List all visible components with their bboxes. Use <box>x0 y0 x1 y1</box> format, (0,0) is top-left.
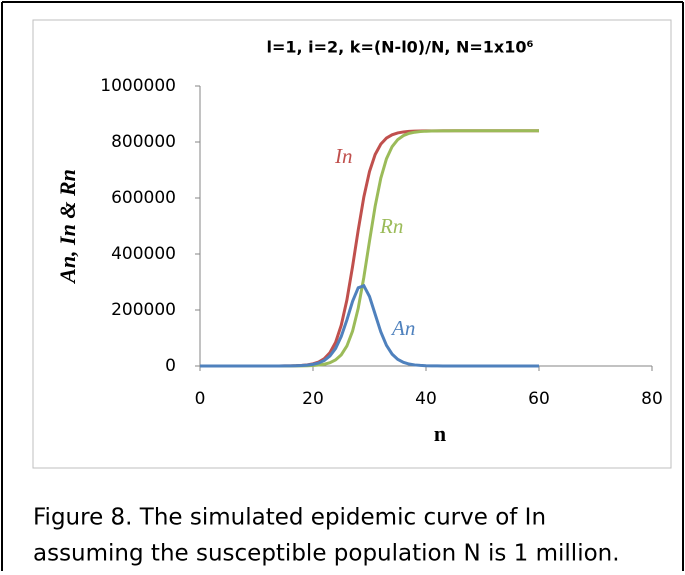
x-tick-label: 60 <box>528 389 550 409</box>
y-tick-label: 600000 <box>111 188 176 208</box>
y-tick-label: 200000 <box>111 300 176 320</box>
y-tick-label: 400000 <box>111 244 176 264</box>
chart-area <box>32 19 672 469</box>
x-tick-label: 80 <box>641 389 663 409</box>
chart-title: l=1, i=2, k=(N-l0)/N, N=1x10⁶ <box>266 38 533 57</box>
caption-line: Figure 8. The simulated epidemic curve o… <box>33 505 546 531</box>
series-line <box>200 283 539 368</box>
series-label: Rn <box>379 214 403 238</box>
x-tick-label: 20 <box>302 389 324 409</box>
series-label: An <box>390 316 415 340</box>
y-tick-label: 800000 <box>111 132 176 152</box>
y-tick-label: 0 <box>165 356 176 376</box>
series-line <box>200 129 539 368</box>
x-axis-label: n <box>434 421 446 446</box>
x-tick-label: 40 <box>415 389 437 409</box>
y-tick-label: 1000000 <box>100 76 176 96</box>
y-axis-label: An, In & Rn <box>55 169 80 285</box>
caption-line: assuming the susceptible population N is… <box>33 541 620 567</box>
x-tick-label: 0 <box>195 389 206 409</box>
series-label: In <box>334 144 353 168</box>
